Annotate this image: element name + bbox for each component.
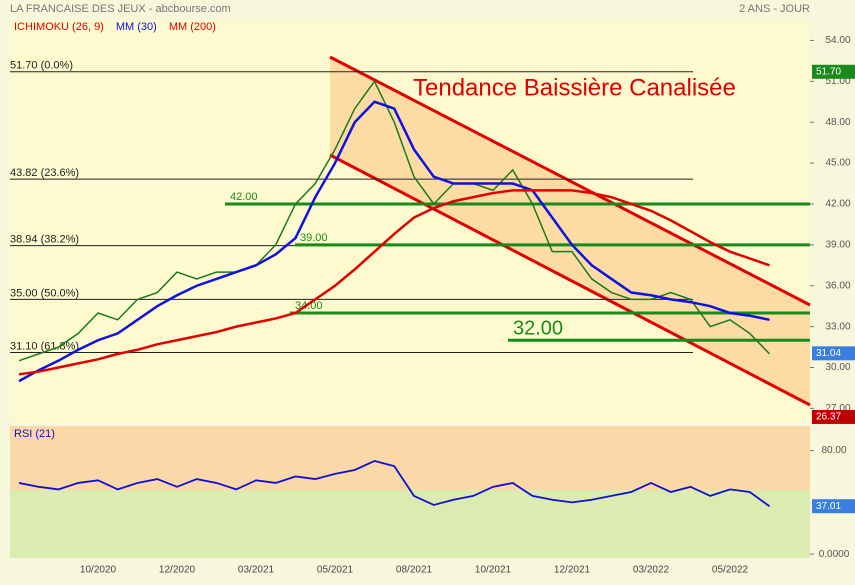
- fib-label: 31.10 (61.8%): [10, 340, 79, 352]
- y-tick-label: 36.00: [825, 280, 850, 291]
- price-tag: [812, 346, 855, 361]
- y-tick-label: 30.00: [825, 362, 850, 373]
- y-tick-label: 54.00: [825, 35, 850, 46]
- x-tick-label: 03/2021: [238, 565, 275, 576]
- fib-label: 43.82 (23.6%): [10, 167, 79, 179]
- x-tick-label: 03/2022: [633, 565, 670, 576]
- y-tick-label: 45.00: [825, 158, 850, 169]
- y-tick-label: 39.00: [825, 239, 850, 250]
- channel-bottom: [329, 153, 811, 407]
- fib-label: 51.70 (0.0%): [10, 60, 73, 72]
- support-label: 32.00: [513, 318, 563, 340]
- y-tick-label: 42.00: [825, 199, 850, 210]
- x-tick-label: 05/2022: [712, 565, 749, 576]
- legend-entry: ICHIMOKU (26, 9): [14, 21, 104, 33]
- x-tick-label: 10/2020: [80, 565, 117, 576]
- moving-average: [18, 100, 770, 383]
- rsi-upper: [10, 426, 810, 490]
- price-line: [18, 79, 771, 362]
- price-tag-label: 26.37: [816, 412, 841, 423]
- legend-entry: MM (200): [169, 21, 216, 33]
- support-label: 39.00: [300, 232, 328, 244]
- x-tick-label: 05/2021: [317, 565, 354, 576]
- y-tick-label: 51.00: [825, 76, 850, 87]
- price-tag: [812, 64, 855, 79]
- price-tag-label: 31.04: [816, 348, 841, 359]
- fib-label: 38.94 (38.2%): [10, 234, 79, 246]
- x-tick-label: 12/2020: [159, 565, 196, 576]
- x-tick-label: 08/2021: [396, 565, 433, 576]
- x-tick-label: 10/2021: [475, 565, 512, 576]
- rsi-tag-label: 37.01: [816, 501, 841, 512]
- price-tag-label: 51.70: [816, 66, 841, 77]
- annotation: Tendance Baissière Canalisée: [413, 74, 736, 101]
- channel-area: [330, 57, 810, 405]
- fib-label: 35.00 (50.0%): [10, 287, 79, 299]
- chart-title: LA FRANCAISE DES JEUX - abcbourse.com: [10, 3, 231, 15]
- x-tick-label: 12/2021: [554, 565, 591, 576]
- price-tag: [812, 409, 855, 424]
- rsi-tick-label: 80.00: [821, 445, 846, 456]
- channel-top: [329, 55, 811, 307]
- support-label: 42.00: [230, 191, 258, 203]
- rsi-tick-label: 0.0000: [819, 549, 850, 560]
- rsi-line: [18, 459, 771, 507]
- moving-average: [18, 189, 770, 376]
- rsi-label: RSI (21): [14, 428, 55, 440]
- rsi-lower: [10, 490, 810, 558]
- legend-entry: MM (30): [116, 21, 157, 33]
- y-tick-label: 48.00: [825, 117, 850, 128]
- rsi-tag: [812, 499, 855, 514]
- period: 2 ANS - JOUR: [739, 3, 810, 15]
- y-tick-label: 27.00: [825, 403, 850, 414]
- y-tick-label: 33.00: [825, 321, 850, 332]
